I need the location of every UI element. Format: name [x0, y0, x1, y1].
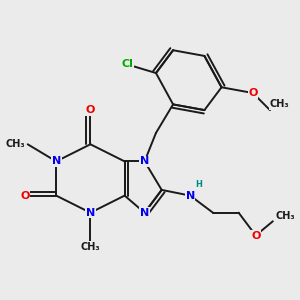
- Text: N: N: [86, 208, 95, 218]
- Text: N: N: [140, 156, 149, 167]
- Text: CH₃: CH₃: [276, 211, 295, 220]
- Text: N: N: [140, 208, 149, 218]
- Text: CH₃: CH₃: [270, 99, 290, 110]
- Text: N: N: [186, 190, 195, 201]
- Text: O: O: [251, 230, 260, 241]
- Text: N: N: [52, 156, 61, 167]
- Text: O: O: [20, 190, 29, 201]
- Text: CH₃: CH₃: [5, 139, 25, 149]
- Text: O: O: [86, 105, 95, 115]
- Text: CH₃: CH₃: [81, 242, 100, 252]
- Text: H: H: [195, 180, 202, 189]
- Text: O: O: [248, 88, 258, 98]
- Text: Cl: Cl: [122, 59, 134, 70]
